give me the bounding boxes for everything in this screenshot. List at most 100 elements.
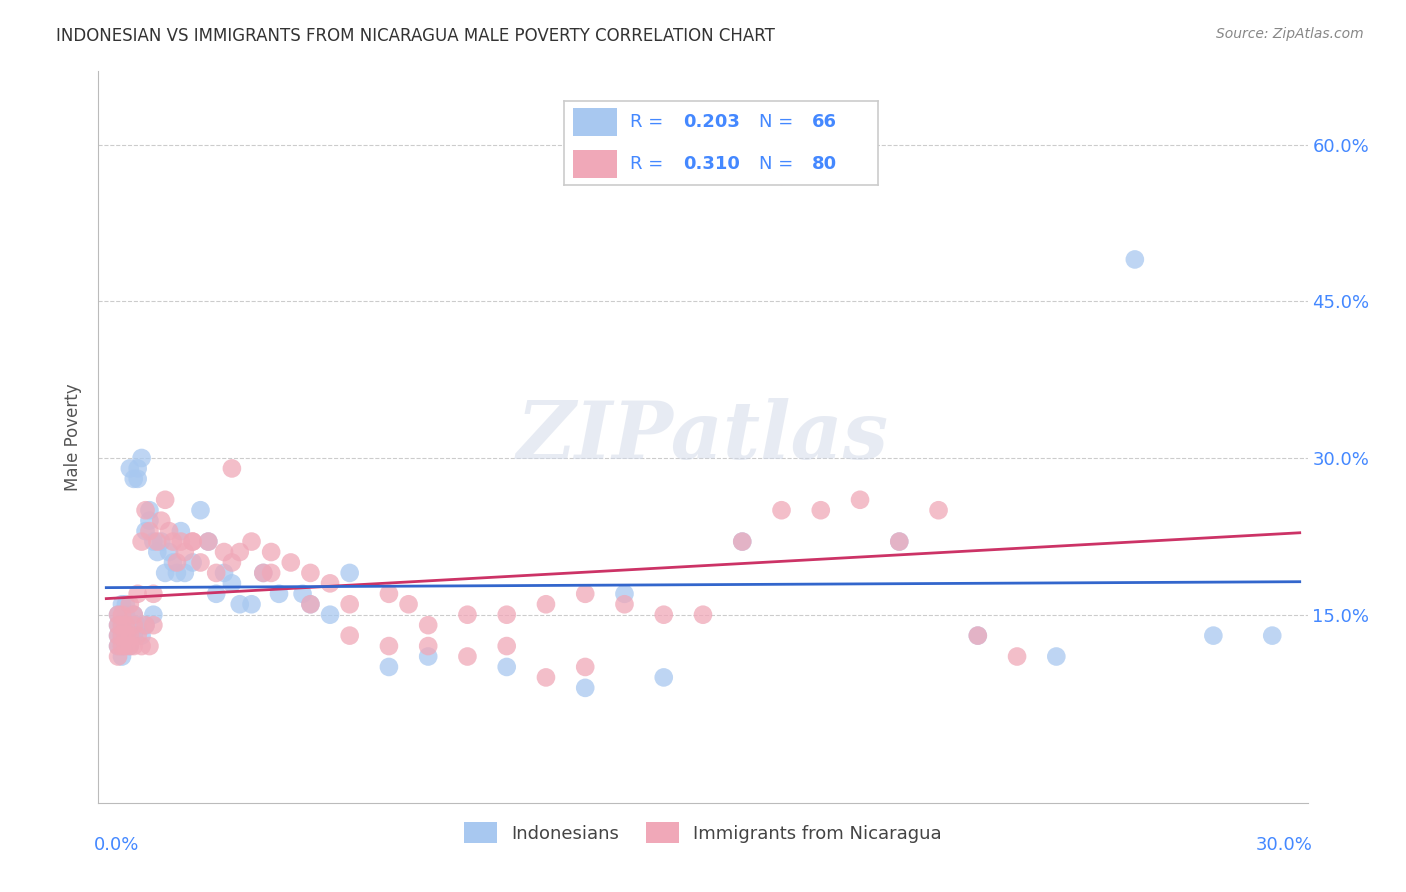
Point (339, 597, 361, 611)
Point (652, 670, 675, 684)
Point (229, 545, 252, 559)
Point (574, 587, 596, 601)
Point (131, 534, 153, 549)
Text: 0.0%: 0.0% (94, 836, 139, 854)
Point (378, 587, 401, 601)
Point (495, 660, 517, 674)
Point (115, 639, 138, 653)
Point (107, 607, 129, 622)
Point (142, 607, 165, 622)
Point (127, 472, 149, 486)
Point (574, 660, 596, 674)
Point (115, 607, 138, 622)
Point (150, 534, 173, 549)
Point (260, 566, 283, 580)
Point (107, 649, 129, 664)
Point (849, 492, 872, 507)
Point (162, 556, 184, 570)
Point (810, 503, 832, 517)
Point (197, 534, 219, 549)
Point (111, 639, 134, 653)
Point (170, 534, 193, 549)
Point (495, 607, 517, 622)
Point (127, 618, 149, 632)
Point (770, 169, 793, 183)
Point (107, 618, 129, 632)
Point (107, 607, 129, 622)
Point (613, 587, 636, 601)
Point (260, 545, 283, 559)
Point (770, 503, 793, 517)
Point (966, 629, 988, 643)
Point (138, 524, 160, 538)
Point (280, 556, 302, 570)
Point (181, 534, 204, 549)
Point (142, 534, 165, 549)
Point (111, 618, 134, 632)
Point (135, 618, 157, 632)
Point (229, 597, 252, 611)
Point (299, 597, 322, 611)
Point (115, 629, 138, 643)
Point (181, 556, 204, 570)
Point (221, 556, 243, 570)
Point (131, 639, 153, 653)
Point (495, 639, 517, 653)
Point (122, 607, 145, 622)
Point (267, 587, 290, 601)
Point (1202, 629, 1225, 643)
Point (652, 607, 675, 622)
Point (252, 566, 274, 580)
Point (138, 503, 160, 517)
Point (122, 629, 145, 643)
Point (456, 649, 478, 664)
Point (966, 629, 988, 643)
Point (928, 503, 950, 517)
Point (122, 472, 145, 486)
Point (190, 503, 212, 517)
Point (142, 587, 165, 601)
Point (127, 629, 149, 643)
Point (157, 545, 180, 559)
Point (240, 597, 263, 611)
Point (181, 534, 204, 549)
Point (131, 629, 153, 643)
Point (221, 576, 243, 591)
Point (122, 618, 145, 632)
Point (205, 566, 228, 580)
Point (127, 587, 149, 601)
Point (135, 524, 157, 538)
Point (118, 639, 141, 653)
Point (319, 607, 342, 622)
Point (190, 556, 212, 570)
Point (534, 670, 557, 684)
Point (146, 534, 169, 549)
Point (138, 639, 160, 653)
Point (118, 629, 141, 643)
Point (299, 566, 322, 580)
Point (240, 534, 263, 549)
Point (889, 534, 911, 549)
Point (418, 639, 440, 653)
Point (115, 629, 138, 643)
Point (142, 618, 165, 632)
Point (731, 534, 754, 549)
Point (319, 576, 342, 591)
Point (692, 607, 714, 622)
Point (339, 566, 361, 580)
Legend: Indonesians, Immigrants from Nicaragua: Indonesians, Immigrants from Nicaragua (456, 814, 950, 852)
Point (146, 545, 169, 559)
Point (122, 607, 145, 622)
Point (889, 534, 911, 549)
Point (166, 556, 188, 570)
Point (252, 566, 274, 580)
Point (157, 524, 180, 538)
Point (170, 524, 193, 538)
Point (127, 461, 149, 475)
Point (1123, 252, 1146, 267)
Point (162, 534, 184, 549)
Point (197, 534, 219, 549)
Point (135, 503, 157, 517)
Point (131, 450, 153, 465)
Point (1005, 649, 1028, 664)
